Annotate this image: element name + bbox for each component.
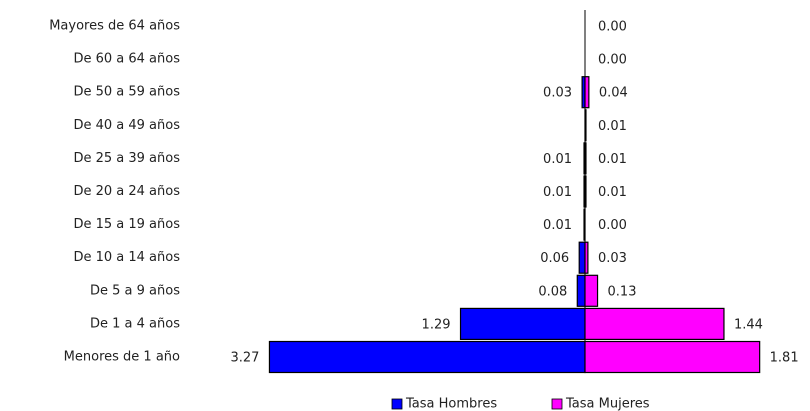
legend-label: Tasa Mujeres bbox=[565, 397, 650, 411]
value-label: 0.00 bbox=[598, 218, 627, 233]
value-label: 3.27 bbox=[230, 351, 259, 366]
legend-swatch bbox=[551, 398, 563, 410]
category-label: De 40 a 49 años bbox=[73, 118, 180, 133]
legend-swatch bbox=[391, 398, 403, 410]
bar bbox=[584, 307, 725, 340]
category-label: De 60 a 64 años bbox=[73, 52, 180, 67]
category-label: Menores de 1 año bbox=[64, 350, 180, 365]
category-label: De 20 a 24 años bbox=[73, 184, 180, 199]
value-label: 1.44 bbox=[734, 317, 763, 332]
value-label: 0.01 bbox=[543, 218, 572, 233]
value-label: 0.13 bbox=[608, 284, 637, 299]
legend-label: Tasa Hombres bbox=[405, 397, 497, 411]
category-label: De 50 a 59 años bbox=[73, 85, 180, 100]
value-label: 0.01 bbox=[598, 152, 627, 167]
category-label: Mayores de 64 años bbox=[49, 19, 180, 34]
category-label: De 5 a 9 años bbox=[90, 283, 180, 298]
value-label: 0.06 bbox=[540, 251, 569, 266]
bar bbox=[584, 76, 590, 109]
bar bbox=[578, 241, 586, 274]
value-label: 0.00 bbox=[598, 53, 627, 68]
value-label: 0.01 bbox=[598, 185, 627, 200]
bar bbox=[268, 340, 586, 374]
category-label: De 10 a 14 años bbox=[73, 250, 180, 265]
category-label: De 25 a 39 años bbox=[73, 151, 180, 166]
bar bbox=[576, 274, 586, 307]
bar bbox=[584, 340, 761, 374]
value-label: 0.00 bbox=[598, 20, 627, 35]
category-label: De 1 a 4 años bbox=[90, 316, 180, 331]
value-label: 0.01 bbox=[543, 185, 572, 200]
bar bbox=[459, 307, 586, 340]
category-label: De 15 a 19 años bbox=[73, 217, 180, 232]
value-label: 1.29 bbox=[422, 317, 451, 332]
value-label: 0.01 bbox=[543, 152, 572, 167]
value-label: 0.03 bbox=[543, 86, 572, 101]
value-label: 0.08 bbox=[538, 284, 567, 299]
value-label: 0.01 bbox=[598, 119, 627, 134]
value-label: 0.03 bbox=[598, 251, 627, 266]
value-label: 1.81 bbox=[770, 351, 799, 366]
bar bbox=[584, 274, 599, 307]
value-label: 0.04 bbox=[599, 86, 628, 101]
